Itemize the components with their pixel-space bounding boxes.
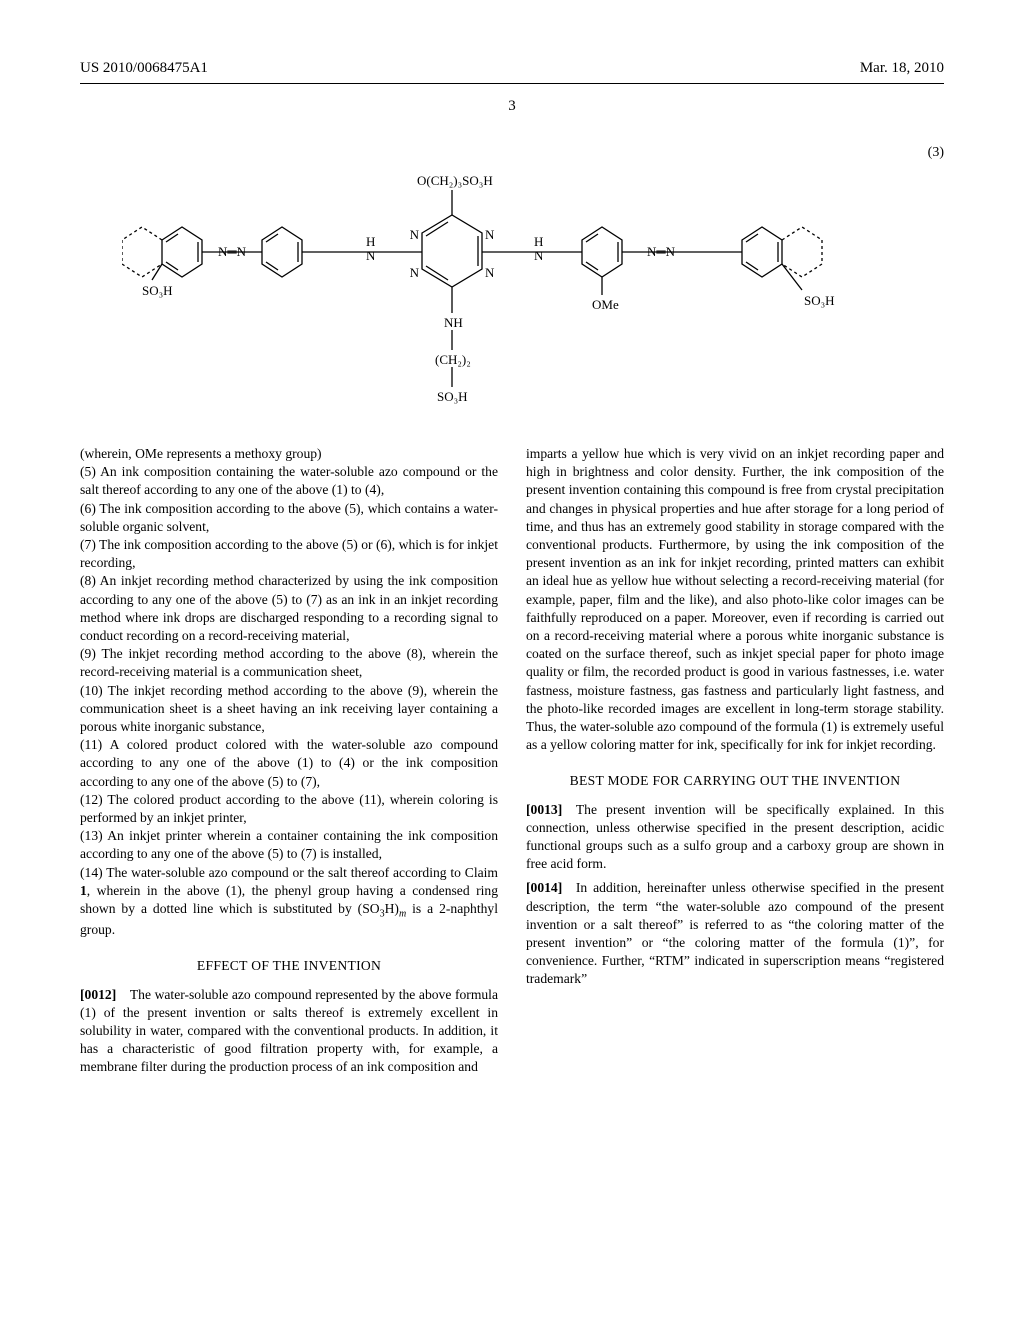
para-num-0013: [0013]: [526, 802, 562, 817]
formula-label: (3): [928, 145, 944, 161]
page: US 2010/0068475A1 Mar. 18, 2010 3 (3): [0, 0, 1024, 1320]
para-13: (13) An inkjet printer wherein a contain…: [80, 827, 498, 863]
header-right: Mar. 18, 2010: [860, 60, 944, 77]
right-column: imparts a yellow hue which is very vivid…: [526, 445, 944, 1077]
label-nn-2: N═N: [647, 244, 676, 259]
label-n-2: N: [534, 248, 544, 263]
label-ring-n1: N: [410, 227, 420, 242]
label-so3h-left: SO₃H: [142, 283, 173, 298]
para-continuation: imparts a yellow hue which is very vivid…: [526, 445, 944, 754]
para-14-a: (14) The water-soluble azo compound or t…: [80, 865, 498, 880]
para-num-0012: [0012]: [80, 987, 116, 1002]
para-14-e: H): [385, 901, 399, 916]
label-h-1: H: [366, 234, 375, 249]
label-ring-n3: N: [410, 265, 420, 280]
label-ring-n2: N: [485, 227, 495, 242]
left-column: (wherein, OMe represents a methoxy group…: [80, 445, 498, 1077]
para-0012-text: The water-soluble azo compound represent…: [80, 987, 498, 1075]
label-so3h-right: SO₃H: [804, 293, 835, 308]
header-rule: [80, 83, 944, 84]
para-0013: [0013] The present invention will be spe…: [526, 801, 944, 874]
para-12: (12) The colored product according to th…: [80, 791, 498, 827]
para-8: (8) An inkjet recording method character…: [80, 572, 498, 645]
chemical-structure: SO₃H N═N H N O(CH₂)₃SO₃H N N N N NH (CH₂…: [122, 145, 902, 405]
label-so3h-bottom: SO₃H: [437, 389, 468, 404]
label-n-1: N: [366, 248, 376, 263]
label-nn-1: N═N: [218, 244, 247, 259]
page-number: 3: [80, 98, 944, 115]
heading-effect: EFFECT OF THE INVENTION: [80, 957, 498, 975]
page-header: US 2010/0068475A1 Mar. 18, 2010: [80, 60, 944, 77]
para-14-b: 1: [80, 883, 87, 898]
para-wherein: (wherein, OMe represents a methoxy group…: [80, 445, 498, 463]
para-11: (11) A colored product colored with the …: [80, 736, 498, 791]
para-5: (5) An ink composition containing the wa…: [80, 463, 498, 499]
para-9: (9) The inkjet recording method accordin…: [80, 645, 498, 681]
label-nh: NH: [444, 315, 463, 330]
para-6: (6) The ink composition according to the…: [80, 500, 498, 536]
chemical-structure-row: (3): [80, 145, 944, 405]
label-ome: OMe: [592, 297, 619, 312]
heading-best-mode: BEST MODE FOR CARRYING OUT THE INVENTION: [526, 772, 944, 790]
para-14: (14) The water-soluble azo compound or t…: [80, 864, 498, 940]
label-ring-n4: N: [485, 265, 495, 280]
para-10: (10) The inkjet recording method accordi…: [80, 682, 498, 737]
para-0013-text: The present invention will be specifical…: [526, 802, 944, 872]
para-0012: [0012] The water-soluble azo compound re…: [80, 986, 498, 1077]
para-num-0014: [0014]: [526, 880, 562, 895]
header-left: US 2010/0068475A1: [80, 60, 208, 77]
label-h-2: H: [534, 234, 543, 249]
para-7: (7) The ink composition according to the…: [80, 536, 498, 572]
para-0014: [0014] In addition, hereinafter unless o…: [526, 879, 944, 988]
para-0014-text: In addition, hereinafter unless otherwis…: [526, 880, 944, 986]
label-ch2: (CH₂)₂: [435, 352, 471, 367]
body-columns: (wherein, OMe represents a methoxy group…: [80, 445, 944, 1077]
label-top: O(CH₂)₃SO₃H: [417, 173, 493, 188]
